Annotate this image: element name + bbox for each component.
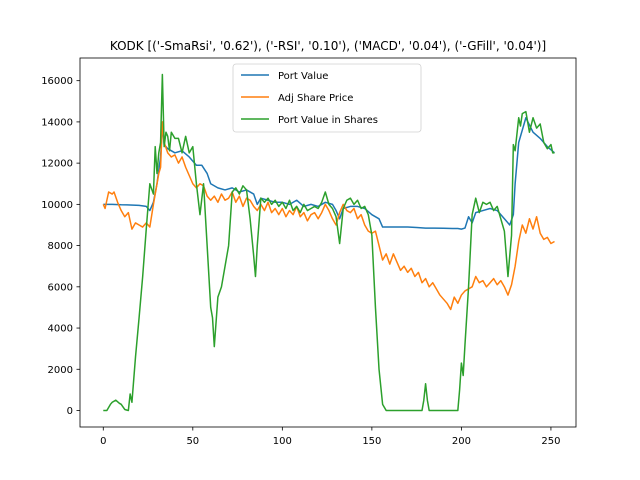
y-tick-label: 16000 — [41, 76, 73, 87]
x-tick-label: 250 — [541, 436, 560, 447]
x-tick-label: 200 — [452, 436, 471, 447]
legend-box — [232, 63, 422, 133]
x-tick-label: 50 — [186, 436, 199, 447]
x-tick-label: 100 — [273, 436, 292, 447]
chart-title: KODK [('-SmaRsi', '0.62'), ('-RSI', '0.1… — [110, 39, 546, 53]
legend: Port Value Adj Share Price Port Value in S… — [232, 63, 422, 133]
y-tick-label: 6000 — [48, 282, 73, 293]
y-tick-label: 0 — [67, 406, 73, 417]
y-tick-label: 8000 — [48, 241, 73, 252]
y-axis: 0 2000 4000 6000 8000 10000 12000 14000 16000 — [41, 76, 80, 417]
y-tick-label: 2000 — [48, 365, 73, 376]
x-tick-label: 150 — [362, 436, 381, 447]
series-line-port-value-in-shares — [103, 73, 555, 412]
y-tick-label: 12000 — [41, 159, 73, 170]
series-layer — [102, 73, 556, 412]
y-tick-label: 14000 — [41, 117, 73, 128]
legend-label-port-value: Port Value — [278, 71, 328, 82]
legend-label-port-value-in-shares: Port Value in Shares — [278, 115, 378, 126]
legend-label-adj-share-price: Adj Share Price — [278, 93, 353, 104]
y-tick-label: 10000 — [41, 200, 73, 211]
x-tick-label: 0 — [100, 436, 106, 447]
x-axis: 0 50 100 150 200 250 — [100, 427, 560, 447]
y-tick-label: 4000 — [48, 324, 73, 335]
